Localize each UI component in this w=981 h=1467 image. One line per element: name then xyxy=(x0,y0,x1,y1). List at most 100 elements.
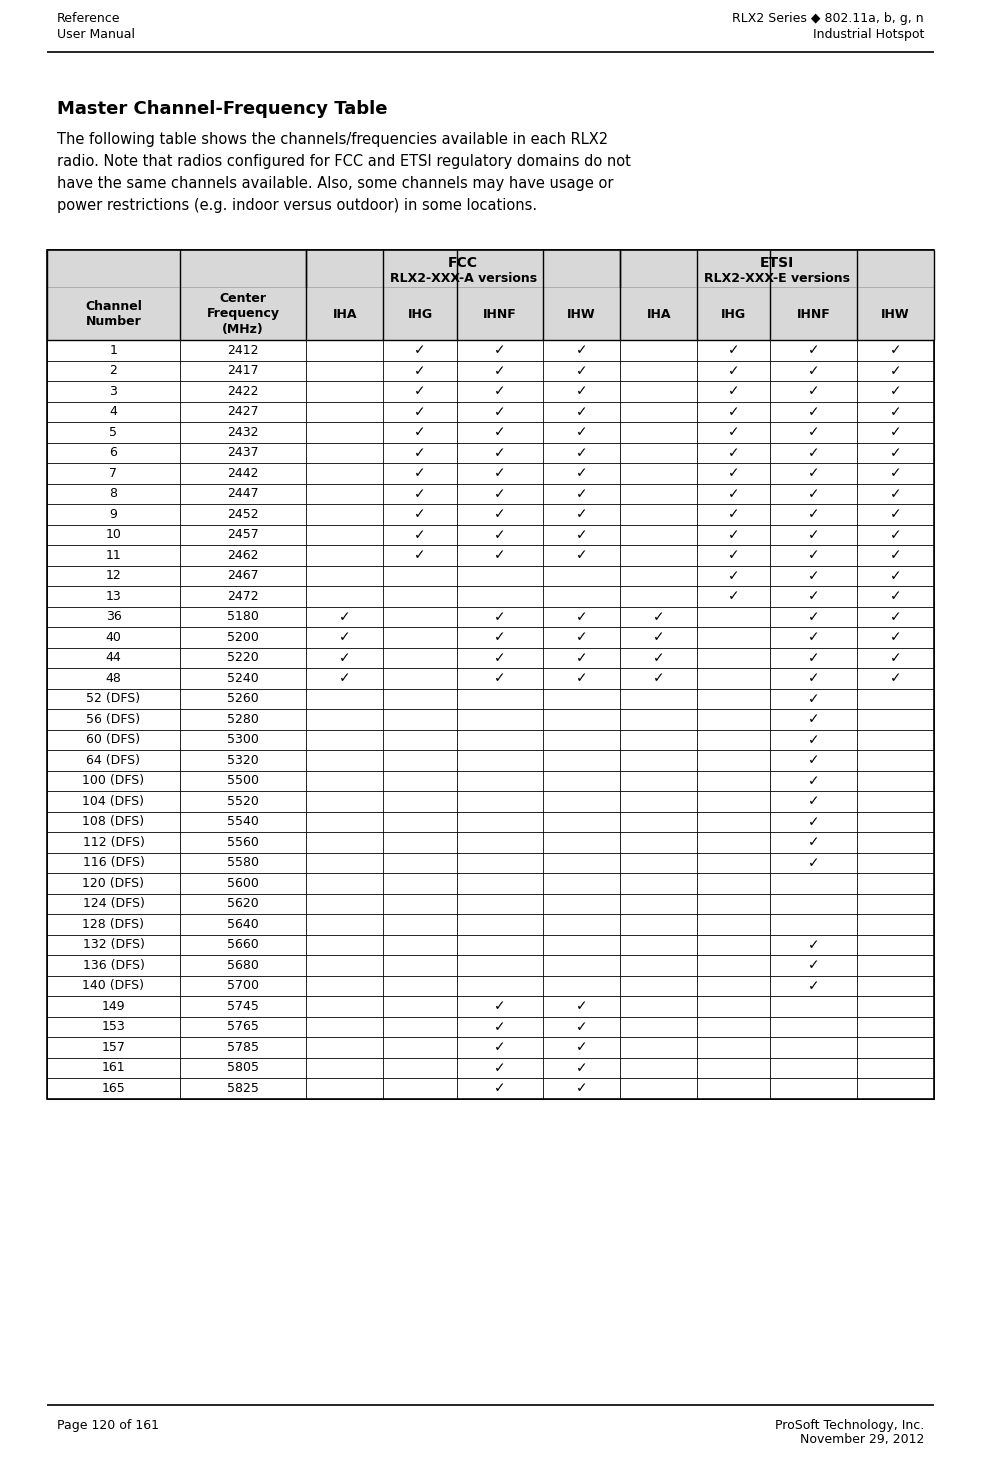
Text: User Manual: User Manual xyxy=(57,28,135,41)
Text: ✓: ✓ xyxy=(807,610,819,623)
Text: 5260: 5260 xyxy=(228,692,259,706)
Text: 2472: 2472 xyxy=(228,590,259,603)
Text: ✓: ✓ xyxy=(414,446,426,459)
Text: ✓: ✓ xyxy=(653,651,664,665)
Text: ✓: ✓ xyxy=(576,610,588,623)
Text: ✓: ✓ xyxy=(807,528,819,541)
Text: ✓: ✓ xyxy=(728,343,740,358)
Text: 5500: 5500 xyxy=(228,775,259,788)
Text: ✓: ✓ xyxy=(728,425,740,439)
Text: ✓: ✓ xyxy=(807,794,819,808)
Text: 5825: 5825 xyxy=(228,1081,259,1094)
Text: ✓: ✓ xyxy=(494,549,505,562)
Text: 52 (DFS): 52 (DFS) xyxy=(86,692,140,706)
Text: ✓: ✓ xyxy=(414,343,426,358)
Text: ✓: ✓ xyxy=(576,487,588,500)
Text: ✓: ✓ xyxy=(807,549,819,562)
Text: ✓: ✓ xyxy=(890,672,902,685)
Text: 2452: 2452 xyxy=(228,508,259,521)
Text: ✓: ✓ xyxy=(576,467,588,480)
Text: ✓: ✓ xyxy=(807,814,819,829)
Text: 2442: 2442 xyxy=(228,467,259,480)
Text: 9: 9 xyxy=(110,508,118,521)
Text: ✓: ✓ xyxy=(414,528,426,541)
Text: 136 (DFS): 136 (DFS) xyxy=(82,959,144,971)
Text: ✓: ✓ xyxy=(494,651,505,665)
Text: 5560: 5560 xyxy=(228,836,259,849)
Text: ✓: ✓ xyxy=(494,487,505,500)
Text: ✓: ✓ xyxy=(728,528,740,541)
Text: 116 (DFS): 116 (DFS) xyxy=(82,857,144,870)
Text: 124 (DFS): 124 (DFS) xyxy=(82,898,144,910)
Text: ✓: ✓ xyxy=(576,384,588,398)
Text: The following table shows the channels/frequencies available in each RLX2: The following table shows the channels/f… xyxy=(57,132,608,147)
Text: ✓: ✓ xyxy=(807,569,819,582)
Text: 48: 48 xyxy=(106,672,122,685)
Text: ✓: ✓ xyxy=(494,1061,505,1075)
Text: ✓: ✓ xyxy=(807,835,819,849)
Text: 10: 10 xyxy=(106,528,122,541)
Text: 5180: 5180 xyxy=(228,610,259,623)
Text: ✓: ✓ xyxy=(890,343,902,358)
Text: ✓: ✓ xyxy=(807,978,819,993)
Bar xyxy=(47,249,934,288)
Text: Industrial Hotspot: Industrial Hotspot xyxy=(812,28,924,41)
Text: 2467: 2467 xyxy=(228,569,259,582)
Text: ✓: ✓ xyxy=(890,405,902,418)
Text: IHA: IHA xyxy=(333,308,357,320)
Text: ✓: ✓ xyxy=(494,446,505,459)
Text: 40: 40 xyxy=(106,631,122,644)
Text: ✓: ✓ xyxy=(576,651,588,665)
Text: ✓: ✓ xyxy=(728,446,740,459)
Text: ✓: ✓ xyxy=(576,1081,588,1096)
Text: ProSoft Technology, Inc.: ProSoft Technology, Inc. xyxy=(775,1419,924,1432)
Text: 8: 8 xyxy=(110,487,118,500)
Text: Reference: Reference xyxy=(57,12,121,25)
Text: ✓: ✓ xyxy=(414,405,426,418)
Text: ✓: ✓ xyxy=(728,508,740,521)
Text: ✓: ✓ xyxy=(576,999,588,1014)
Text: 5765: 5765 xyxy=(228,1020,259,1033)
Text: 7: 7 xyxy=(110,467,118,480)
Text: RLX2 Series ◆ 802.11a, b, g, n: RLX2 Series ◆ 802.11a, b, g, n xyxy=(733,12,924,25)
Text: ✓: ✓ xyxy=(414,549,426,562)
Text: 44: 44 xyxy=(106,651,122,665)
Text: ✓: ✓ xyxy=(494,405,505,418)
Text: ✓: ✓ xyxy=(339,651,350,665)
Text: 64 (DFS): 64 (DFS) xyxy=(86,754,140,767)
Text: 5520: 5520 xyxy=(228,795,259,808)
Text: ✓: ✓ xyxy=(728,384,740,398)
Text: 5660: 5660 xyxy=(228,939,259,951)
Text: ✓: ✓ xyxy=(576,446,588,459)
Text: IHA: IHA xyxy=(646,308,671,320)
Text: ✓: ✓ xyxy=(494,1081,505,1096)
Text: 112 (DFS): 112 (DFS) xyxy=(82,836,144,849)
Text: ✓: ✓ xyxy=(339,672,350,685)
Text: 60 (DFS): 60 (DFS) xyxy=(86,734,140,747)
Text: ✓: ✓ xyxy=(890,569,902,582)
Text: 5280: 5280 xyxy=(228,713,259,726)
Text: ✓: ✓ xyxy=(807,508,819,521)
Text: ✓: ✓ xyxy=(890,487,902,500)
Text: 2437: 2437 xyxy=(228,446,259,459)
Text: 161: 161 xyxy=(102,1061,126,1074)
Text: ✓: ✓ xyxy=(576,1040,588,1055)
Text: ✓: ✓ xyxy=(414,364,426,377)
Text: ✓: ✓ xyxy=(807,467,819,480)
Text: ✓: ✓ xyxy=(807,446,819,459)
Text: ✓: ✓ xyxy=(494,343,505,358)
Text: ✓: ✓ xyxy=(653,672,664,685)
Text: 120 (DFS): 120 (DFS) xyxy=(82,877,144,890)
Text: ✓: ✓ xyxy=(807,692,819,706)
Text: ✓: ✓ xyxy=(494,610,505,623)
Text: 128 (DFS): 128 (DFS) xyxy=(82,918,144,930)
Text: ✓: ✓ xyxy=(728,549,740,562)
Text: have the same channels available. Also, some channels may have usage or: have the same channels available. Also, … xyxy=(57,176,613,191)
Text: ✓: ✓ xyxy=(728,569,740,582)
Text: ✓: ✓ xyxy=(890,651,902,665)
Text: ✓: ✓ xyxy=(414,467,426,480)
Text: ✓: ✓ xyxy=(890,610,902,623)
Text: 4: 4 xyxy=(110,405,118,418)
Text: ETSI: ETSI xyxy=(760,257,795,270)
Text: 5220: 5220 xyxy=(228,651,259,665)
